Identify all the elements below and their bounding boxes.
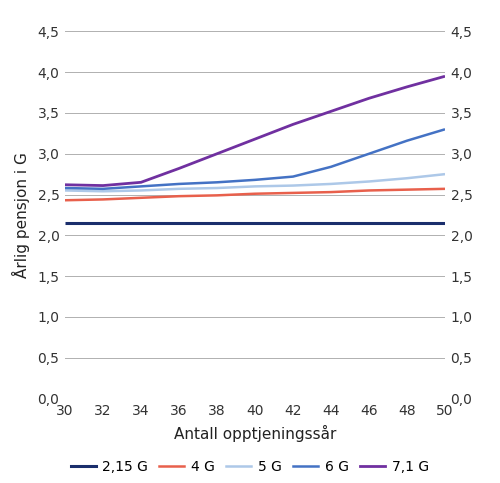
7,1 G <box>252 136 258 142</box>
Line: 7,1 G: 7,1 G <box>65 76 445 185</box>
Line: 4 G: 4 G <box>65 189 445 200</box>
4 G <box>62 198 68 203</box>
2,15 G <box>100 220 106 226</box>
6 G <box>214 179 220 185</box>
2,15 G <box>442 220 448 226</box>
5 G <box>138 187 144 193</box>
7,1 G <box>100 183 106 188</box>
5 G <box>328 181 334 187</box>
7,1 G <box>404 84 410 90</box>
2,15 G <box>252 220 258 226</box>
2,15 G <box>404 220 410 226</box>
4 G <box>214 192 220 198</box>
6 G <box>252 177 258 183</box>
7,1 G <box>62 182 68 188</box>
7,1 G <box>328 109 334 114</box>
7,1 G <box>366 95 372 101</box>
2,15 G <box>176 220 182 226</box>
X-axis label: Antall opptjeningssår: Antall opptjeningssår <box>174 425 336 442</box>
4 G <box>290 190 296 196</box>
6 G <box>100 186 106 192</box>
6 G <box>328 164 334 170</box>
6 G <box>442 127 448 132</box>
6 G <box>62 185 68 191</box>
2,15 G <box>290 220 296 226</box>
4 G <box>404 187 410 193</box>
6 G <box>176 181 182 187</box>
Legend: 2,15 G, 4 G, 5 G, 6 G, 7,1 G: 2,15 G, 4 G, 5 G, 6 G, 7,1 G <box>70 460 430 474</box>
5 G <box>100 188 106 194</box>
5 G <box>252 184 258 189</box>
6 G <box>138 184 144 189</box>
5 G <box>62 187 68 193</box>
7,1 G <box>290 122 296 128</box>
2,15 G <box>366 220 372 226</box>
5 G <box>442 171 448 177</box>
4 G <box>328 189 334 195</box>
4 G <box>442 186 448 192</box>
2,15 G <box>214 220 220 226</box>
2,15 G <box>138 220 144 226</box>
7,1 G <box>138 179 144 185</box>
7,1 G <box>176 166 182 171</box>
7,1 G <box>442 73 448 79</box>
4 G <box>366 187 372 193</box>
4 G <box>252 191 258 197</box>
5 G <box>404 175 410 181</box>
4 G <box>100 197 106 202</box>
2,15 G <box>328 220 334 226</box>
Y-axis label: Årlig pensjon i G: Årlig pensjon i G <box>12 152 30 278</box>
Line: 5 G: 5 G <box>65 174 445 191</box>
6 G <box>366 151 372 156</box>
5 G <box>214 185 220 191</box>
2,15 G <box>62 220 68 226</box>
7,1 G <box>214 151 220 156</box>
4 G <box>138 195 144 201</box>
5 G <box>176 186 182 192</box>
6 G <box>290 174 296 180</box>
5 G <box>290 183 296 188</box>
5 G <box>366 179 372 185</box>
4 G <box>176 193 182 199</box>
6 G <box>404 138 410 143</box>
Line: 6 G: 6 G <box>65 129 445 189</box>
